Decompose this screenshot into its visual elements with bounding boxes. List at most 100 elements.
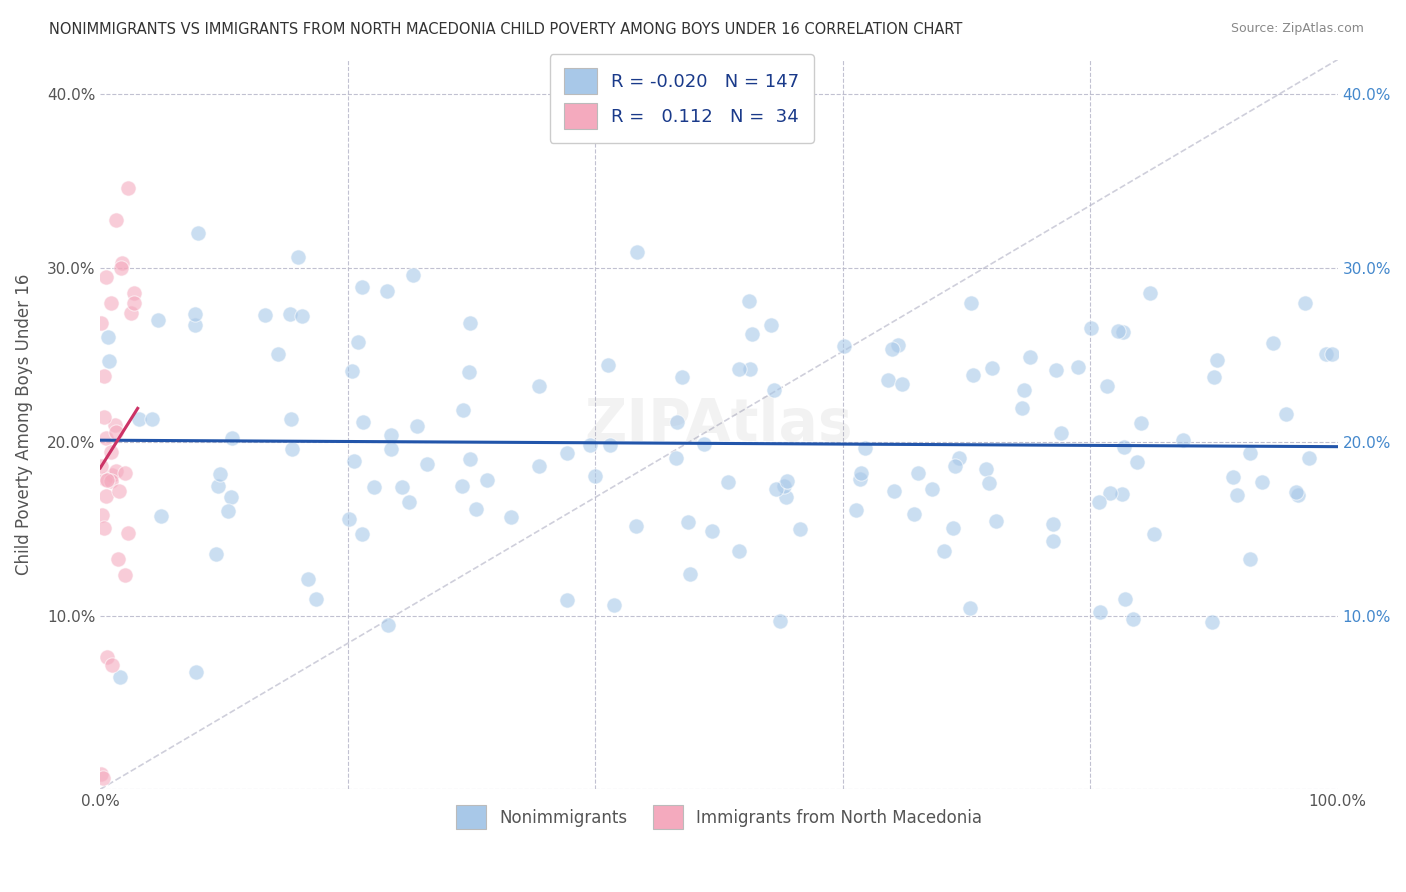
Point [267, 347, 290, 361]
Point [93, 520, 115, 534]
Point [375, 284, 398, 298]
Point [207, 479, 229, 493]
Point [1139, 285, 1161, 300]
Point [352, 280, 374, 294]
Point [728, 361, 751, 376]
Point [624, 518, 647, 533]
Point [108, 670, 131, 684]
Point [932, 543, 955, 558]
Point [555, 446, 578, 460]
Point [728, 544, 751, 558]
Point [762, 384, 785, 398]
Point [105, 464, 128, 478]
Point [891, 377, 914, 392]
Point [1274, 407, 1296, 421]
Point [948, 450, 970, 465]
Point [187, 226, 209, 240]
Point [342, 363, 364, 377]
Point [96, 650, 118, 665]
Point [759, 318, 782, 332]
Point [1112, 441, 1135, 455]
Point [741, 327, 763, 342]
Point [219, 490, 242, 504]
Point [1114, 592, 1136, 607]
Point [380, 442, 402, 456]
Point [104, 417, 127, 432]
Point [337, 512, 360, 526]
Y-axis label: Child Poverty Among Boys Under 16: Child Poverty Among Boys Under 16 [15, 274, 32, 575]
Point [90, 316, 112, 330]
Point [1261, 336, 1284, 351]
Point [146, 313, 169, 327]
Point [555, 593, 578, 607]
Point [114, 466, 136, 480]
Point [122, 295, 145, 310]
Point [1294, 296, 1316, 310]
Point [1095, 379, 1118, 393]
Point [398, 495, 420, 509]
Point [700, 524, 723, 538]
Point [352, 415, 374, 429]
Point [671, 370, 693, 384]
Point [1042, 533, 1064, 548]
Point [845, 502, 868, 516]
Point [280, 442, 302, 456]
Point [391, 480, 413, 494]
Point [882, 343, 904, 357]
Point [679, 566, 702, 581]
Point [1315, 347, 1337, 361]
Point [943, 459, 966, 474]
Point [94, 269, 117, 284]
Point [91, 771, 114, 785]
Point [776, 474, 799, 488]
Point [363, 480, 385, 494]
Point [980, 361, 1002, 376]
Point [343, 454, 366, 468]
Point [1088, 605, 1111, 619]
Point [1320, 347, 1343, 361]
Point [529, 459, 551, 474]
Point [717, 475, 740, 490]
Point [104, 425, 127, 440]
Point [346, 334, 368, 349]
Point [465, 502, 488, 516]
Point [94, 489, 117, 503]
Point [979, 475, 1001, 490]
Point [499, 510, 522, 524]
Point [110, 261, 132, 276]
Point [578, 438, 600, 452]
Point [184, 318, 207, 332]
Point [291, 309, 314, 323]
Point [942, 521, 965, 535]
Point [907, 466, 929, 480]
Point [1125, 455, 1147, 469]
Point [100, 296, 122, 310]
Point [458, 451, 481, 466]
Text: NONIMMIGRANTS VS IMMIGRANTS FROM NORTH MACEDONIA CHILD POVERTY AMONG BOYS UNDER : NONIMMIGRANTS VS IMMIGRANTS FROM NORTH M… [49, 22, 963, 37]
Point [1042, 517, 1064, 532]
Point [1045, 362, 1067, 376]
Point [122, 285, 145, 300]
Point [217, 504, 239, 518]
Point [693, 437, 716, 451]
Point [765, 482, 787, 496]
Point [93, 410, 115, 425]
Point [94, 431, 117, 445]
Point [186, 665, 208, 679]
Point [769, 614, 792, 628]
Point [602, 598, 624, 612]
Point [1298, 451, 1320, 466]
Point [1239, 445, 1261, 459]
Point [1080, 321, 1102, 335]
Point [90, 767, 112, 781]
Point [1222, 470, 1244, 484]
Point [117, 526, 139, 541]
Point [114, 567, 136, 582]
Point [853, 441, 876, 455]
Point [90, 458, 112, 473]
Point [101, 658, 124, 673]
Point [976, 462, 998, 476]
Point [849, 472, 872, 486]
Point [738, 293, 761, 308]
Point [1239, 552, 1261, 566]
